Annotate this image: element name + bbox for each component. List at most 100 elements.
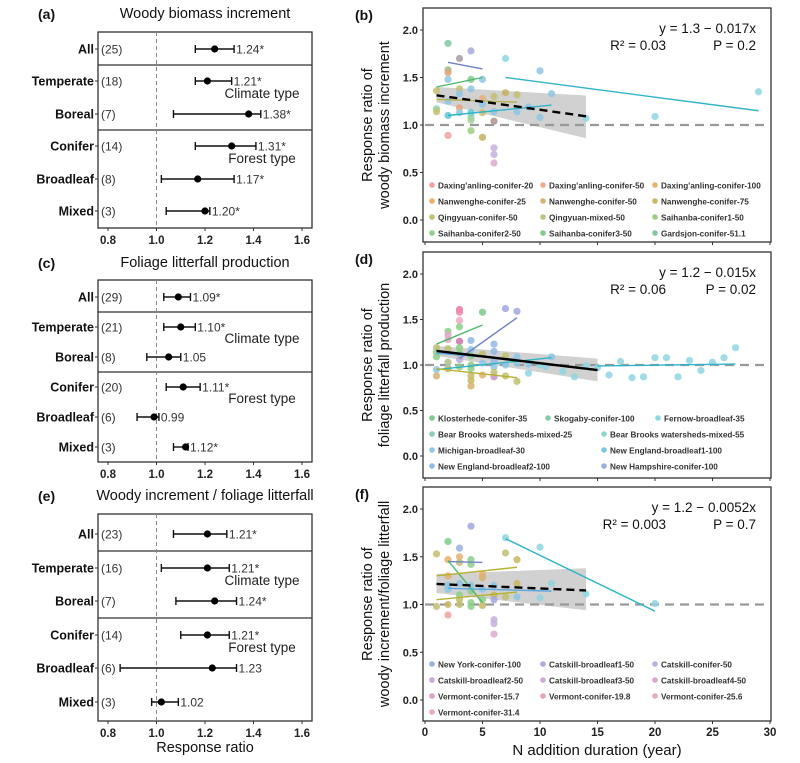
mean-point — [174, 293, 182, 301]
legend-label: Vermont-conifer-15.7 — [438, 693, 520, 702]
legend-label: Fernow-broadleaf-35 — [664, 415, 745, 424]
mean-point — [203, 530, 212, 538]
legend-label: Skogaby-conifer-100 — [554, 415, 635, 424]
data-point — [720, 354, 728, 362]
y-tick-label: 1.5 — [403, 552, 418, 564]
legend-marker — [429, 214, 435, 220]
mean-point — [228, 142, 236, 150]
legend-label: Qingyuan-conifer-50 — [438, 214, 518, 223]
plot-frame — [97, 279, 313, 463]
site-fit-line — [447, 61, 483, 70]
data-point — [478, 75, 487, 83]
legend-marker — [601, 431, 607, 437]
panel-label: (e) — [38, 488, 55, 504]
data-point — [455, 323, 464, 331]
legend-label: New York-conifer-100 — [438, 661, 521, 670]
effect-value: 1.10* — [197, 321, 225, 335]
data-point — [432, 602, 441, 611]
data-point — [582, 590, 590, 598]
row-label: Broadleaf — [36, 173, 94, 187]
effect-value: 1.21* — [231, 562, 259, 576]
sample-size: (25) — [101, 43, 122, 57]
data-point — [616, 357, 625, 365]
legend-item: New England-broadleaf1-100 — [601, 447, 722, 456]
forest-row: Conifer (14) 1.31* — [50, 140, 286, 154]
mean-point — [157, 698, 165, 706]
legend-marker — [540, 661, 546, 667]
legend-marker — [429, 182, 435, 188]
site-fit-line — [436, 367, 518, 379]
x-tick-label: 1.4 — [246, 235, 263, 247]
data-point — [467, 336, 475, 345]
x-tick-label: 0 — [422, 727, 428, 739]
sample-size: (8) — [101, 351, 116, 365]
legend-label: Bear Brooks watersheds-mixed-25 — [438, 431, 573, 440]
y-axis-label-line1: Response ratio of — [360, 67, 376, 182]
data-point — [444, 345, 452, 353]
x-tick-label: 1.6 — [294, 728, 310, 740]
legend-label: Catskill-broadleaf4-50 — [661, 677, 747, 686]
legend-item: Bear Brooks watersheds-mixed-55 — [601, 431, 745, 440]
data-point — [501, 593, 510, 601]
forest-row: Broadleaf (8) 1.17* — [36, 173, 264, 187]
legend: Klosterhede-conifer-35 Skogaby-conifer-10… — [429, 415, 745, 472]
x-tick-label: 1.0 — [149, 469, 165, 481]
site-fit-line — [459, 317, 518, 360]
sample-size: (14) — [101, 140, 122, 154]
effect-value: 1.11* — [202, 381, 229, 395]
legend-label: Vermont-conifer-19.8 — [549, 693, 631, 702]
legend-item: Saihanba-conifer3-50 — [540, 230, 632, 239]
row-label: Conifer — [50, 381, 94, 395]
data-point — [444, 39, 452, 47]
legend-item: Nanwenghe-conifer-25 — [429, 198, 526, 207]
data-point — [731, 344, 740, 352]
data-point — [444, 97, 452, 105]
panel-a: (a) Woody biomass increment Climate type Fo… — [32, 6, 313, 247]
legend-label: Nanwenghe-conifer-75 — [661, 198, 749, 207]
x-tick-label: 0.8 — [100, 728, 117, 740]
data-point — [501, 54, 510, 63]
panel-label: (f) — [355, 486, 369, 502]
sample-size: (6) — [101, 411, 116, 425]
data-point — [490, 150, 498, 159]
effect-value: 1.24* — [239, 595, 267, 609]
mean-point — [182, 443, 190, 451]
data-point — [478, 308, 487, 316]
legend-marker — [540, 182, 546, 188]
site-fit-line — [505, 537, 656, 612]
row-label: Mixed — [59, 696, 94, 710]
row-label: All — [78, 291, 94, 305]
sample-size: (7) — [101, 595, 116, 609]
data-point — [478, 596, 487, 604]
row-label: Broadleaf — [36, 411, 94, 425]
x-tick-label: 1.2 — [197, 235, 213, 247]
mean-point — [245, 110, 253, 118]
row-label: Temperate — [32, 562, 94, 576]
legend-marker — [652, 693, 658, 699]
legend-label: Catskill-broadleaf2-50 — [438, 677, 524, 686]
data-point — [490, 108, 498, 116]
effect-value: 1.09* — [192, 291, 220, 305]
x-tick-label: 1.0 — [149, 235, 165, 247]
sample-size: (14) — [101, 629, 122, 643]
y-axis-label-line2: foliage litterfall production — [377, 283, 393, 447]
row-label: All — [78, 528, 94, 542]
effect-value: 1.31* — [258, 140, 286, 154]
legend-marker — [429, 447, 435, 453]
legend-marker — [601, 463, 607, 469]
x-tick-label: 10 — [534, 727, 547, 739]
legend-label: Daxing'anling-conifer-100 — [661, 182, 761, 191]
row-label: Mixed — [59, 441, 94, 455]
data-point — [685, 356, 694, 365]
site-fit-line — [447, 104, 552, 117]
row-label: Temperate — [32, 321, 94, 335]
legend-item: Catskill-broadleaf3-50 — [540, 677, 635, 686]
panel-label: (c) — [38, 255, 55, 271]
sample-size: (7) — [101, 108, 116, 122]
x-axis-label: Response ratio — [156, 740, 254, 756]
site-fit-line — [436, 76, 483, 88]
data-point — [432, 353, 441, 361]
sample-size: (3) — [101, 205, 116, 219]
effect-value: 1.21* — [231, 629, 259, 643]
effect-value: 1.21* — [234, 75, 262, 89]
